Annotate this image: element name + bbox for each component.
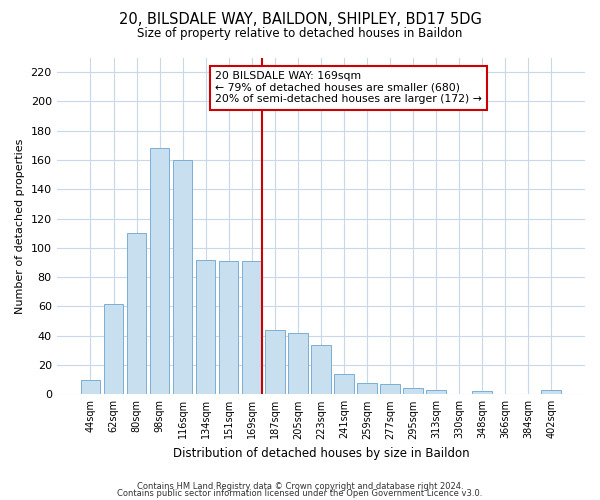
Bar bbox=[380, 384, 400, 394]
Bar bbox=[288, 333, 308, 394]
Text: Contains public sector information licensed under the Open Government Licence v3: Contains public sector information licen… bbox=[118, 489, 482, 498]
Y-axis label: Number of detached properties: Number of detached properties bbox=[15, 138, 25, 314]
Bar bbox=[403, 388, 423, 394]
Bar bbox=[242, 261, 262, 394]
X-axis label: Distribution of detached houses by size in Baildon: Distribution of detached houses by size … bbox=[173, 447, 469, 460]
Bar bbox=[150, 148, 169, 394]
Bar bbox=[265, 330, 284, 394]
Bar bbox=[173, 160, 193, 394]
Bar bbox=[334, 374, 353, 394]
Bar bbox=[196, 260, 215, 394]
Bar bbox=[311, 344, 331, 395]
Bar bbox=[541, 390, 561, 394]
Bar bbox=[219, 261, 238, 394]
Bar bbox=[426, 390, 446, 394]
Bar bbox=[127, 233, 146, 394]
Text: Contains HM Land Registry data © Crown copyright and database right 2024.: Contains HM Land Registry data © Crown c… bbox=[137, 482, 463, 491]
Text: Size of property relative to detached houses in Baildon: Size of property relative to detached ho… bbox=[137, 28, 463, 40]
Bar bbox=[104, 304, 123, 394]
Text: 20 BILSDALE WAY: 169sqm
← 79% of detached houses are smaller (680)
20% of semi-d: 20 BILSDALE WAY: 169sqm ← 79% of detache… bbox=[215, 71, 482, 104]
Text: 20, BILSDALE WAY, BAILDON, SHIPLEY, BD17 5DG: 20, BILSDALE WAY, BAILDON, SHIPLEY, BD17… bbox=[119, 12, 481, 28]
Bar bbox=[472, 392, 492, 394]
Bar bbox=[80, 380, 100, 394]
Bar bbox=[357, 382, 377, 394]
